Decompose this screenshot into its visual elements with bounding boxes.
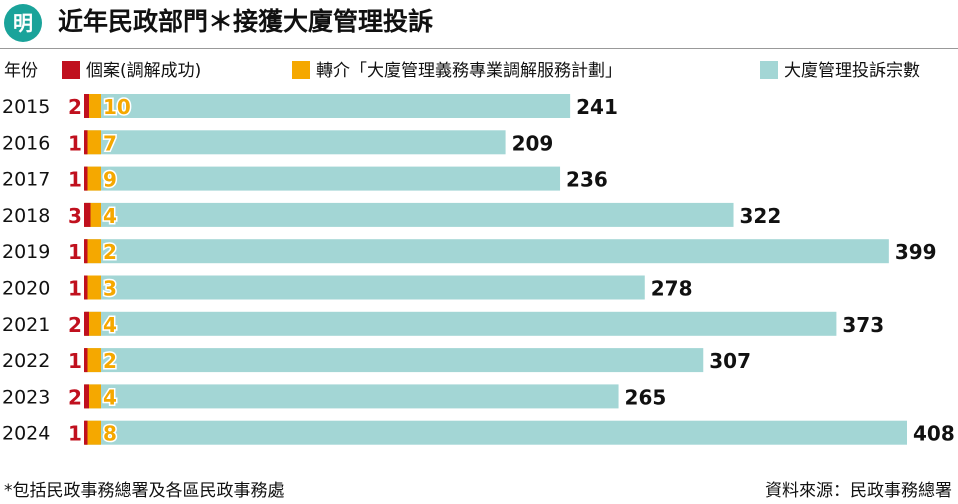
header-divider (0, 48, 958, 49)
data-label-complaints-2023: 265 (625, 385, 667, 409)
data-label-complaints-2021: 373 (842, 313, 884, 337)
legend-swatch-orange (292, 61, 310, 79)
y-tick-label-2015: 2015 (2, 96, 50, 118)
bar-complaints-2015 (84, 94, 571, 118)
bar-mediation-2023 (84, 384, 89, 409)
bar-complaints-2023 (84, 384, 619, 409)
bar-referral-2024 (85, 420, 101, 445)
data-label-complaints-2024: 408 (913, 422, 955, 446)
data-label-mediation-2023: 2 (68, 385, 82, 409)
bar-referral-2017 (85, 166, 101, 191)
legend-label-referral: 轉介「大廈管理義務專業調解服務計劃」 (316, 61, 622, 81)
data-label-complaints-2019: 399 (895, 240, 937, 264)
legend-item-referral: 轉介「大廈管理義務專業調解服務計劃」 (292, 58, 622, 84)
y-tick-label-2023: 2023 (2, 386, 50, 408)
bar-mediation-2019 (84, 239, 88, 264)
data-label-referral-2017: 9 (103, 168, 117, 192)
legend-item-mediation-success: 個案(調解成功) (62, 58, 201, 84)
bar-referral-2016 (85, 130, 101, 155)
data-label-mediation-2022: 1 (68, 349, 82, 373)
source-note: 資料來源：民政事務總署 (765, 481, 952, 501)
y-tick-label-2020: 2020 (2, 278, 50, 300)
legend-item-complaints: 大廈管理投訴宗數 (760, 58, 920, 84)
data-label-mediation-2015: 2 (68, 95, 82, 119)
data-label-mediation-2018: 3 (68, 204, 82, 228)
data-label-mediation-2019: 1 (68, 240, 82, 264)
bar-mediation-2021 (84, 311, 89, 336)
bar-mediation-2015 (84, 94, 89, 118)
bar-mediation-2016 (84, 130, 88, 155)
data-label-mediation-2017: 1 (68, 168, 82, 192)
legend-label-complaints: 大廈管理投訴宗數 (784, 61, 920, 81)
y-tick-label-2021: 2021 (2, 314, 50, 336)
data-label-referral-2023: 4 (103, 385, 117, 409)
bar-mediation-2018 (84, 202, 91, 227)
bar-complaints-2020 (84, 275, 645, 300)
data-label-mediation-2020: 1 (68, 277, 82, 301)
bar-complaints-2018 (84, 202, 734, 227)
data-label-complaints-2016: 209 (512, 131, 554, 155)
chart-header: 明 近年民政部門＊接獲大廈管理投訴 (0, 0, 958, 48)
bar-mediation-2024 (84, 420, 88, 445)
y-tick-label-2022: 2022 (2, 350, 50, 372)
bar-complaints-2022 (84, 348, 704, 373)
data-label-referral-2015: 10 (103, 95, 131, 119)
bar-referral-2022 (85, 348, 101, 373)
bar-referral-2020 (85, 275, 101, 300)
chart-legend: 年份 個案(調解成功) 轉介「大廈管理義務專業調解服務計劃」 大廈管理投訴宗數 (0, 58, 958, 86)
y-tick-label-2018: 2018 (2, 205, 50, 227)
footnote: *包括民政事務總署及各區民政事務處 (4, 481, 285, 501)
y-tick-label-2016: 2016 (2, 132, 50, 154)
data-label-mediation-2016: 1 (68, 131, 82, 155)
data-label-referral-2019: 2 (103, 240, 117, 264)
data-label-complaints-2022: 307 (709, 349, 751, 373)
data-label-referral-2020: 3 (103, 277, 117, 301)
legend-label-mediation-success: 個案(調解成功) (86, 61, 202, 81)
bar-complaints-2024 (84, 420, 907, 445)
data-label-complaints-2017: 236 (566, 168, 608, 192)
chart-title: 近年民政部門＊接獲大廈管理投訴 (58, 7, 434, 36)
data-label-mediation-2024: 1 (68, 422, 82, 446)
legend-year-label: 年份 (4, 61, 38, 81)
bar-mediation-2020 (84, 275, 88, 300)
bar-mediation-2022 (84, 348, 88, 373)
data-label-referral-2022: 2 (103, 349, 117, 373)
bar-referral-2019 (85, 239, 101, 264)
y-tick-label-2019: 2019 (2, 241, 50, 263)
data-label-mediation-2021: 2 (68, 313, 82, 337)
y-tick-label-2017: 2017 (2, 169, 50, 191)
bar-complaints-2021 (84, 311, 837, 336)
newspaper-logo: 明 (4, 4, 42, 42)
data-label-referral-2024: 8 (103, 422, 117, 446)
data-label-complaints-2018: 322 (740, 204, 782, 228)
data-label-complaints-2015: 241 (576, 95, 618, 119)
bar-complaints-2016 (84, 130, 506, 155)
bar-complaints-2017 (84, 166, 561, 191)
legend-swatch-teal (760, 61, 778, 79)
legend-swatch-red (62, 61, 80, 79)
bar-mediation-2017 (84, 166, 88, 191)
y-tick-label-2024: 2024 (2, 423, 50, 445)
data-label-referral-2018: 4 (103, 204, 117, 228)
data-label-referral-2016: 7 (103, 131, 117, 155)
data-label-referral-2021: 4 (103, 313, 117, 337)
data-label-complaints-2020: 278 (651, 277, 693, 301)
bar-complaints-2019 (84, 239, 889, 264)
